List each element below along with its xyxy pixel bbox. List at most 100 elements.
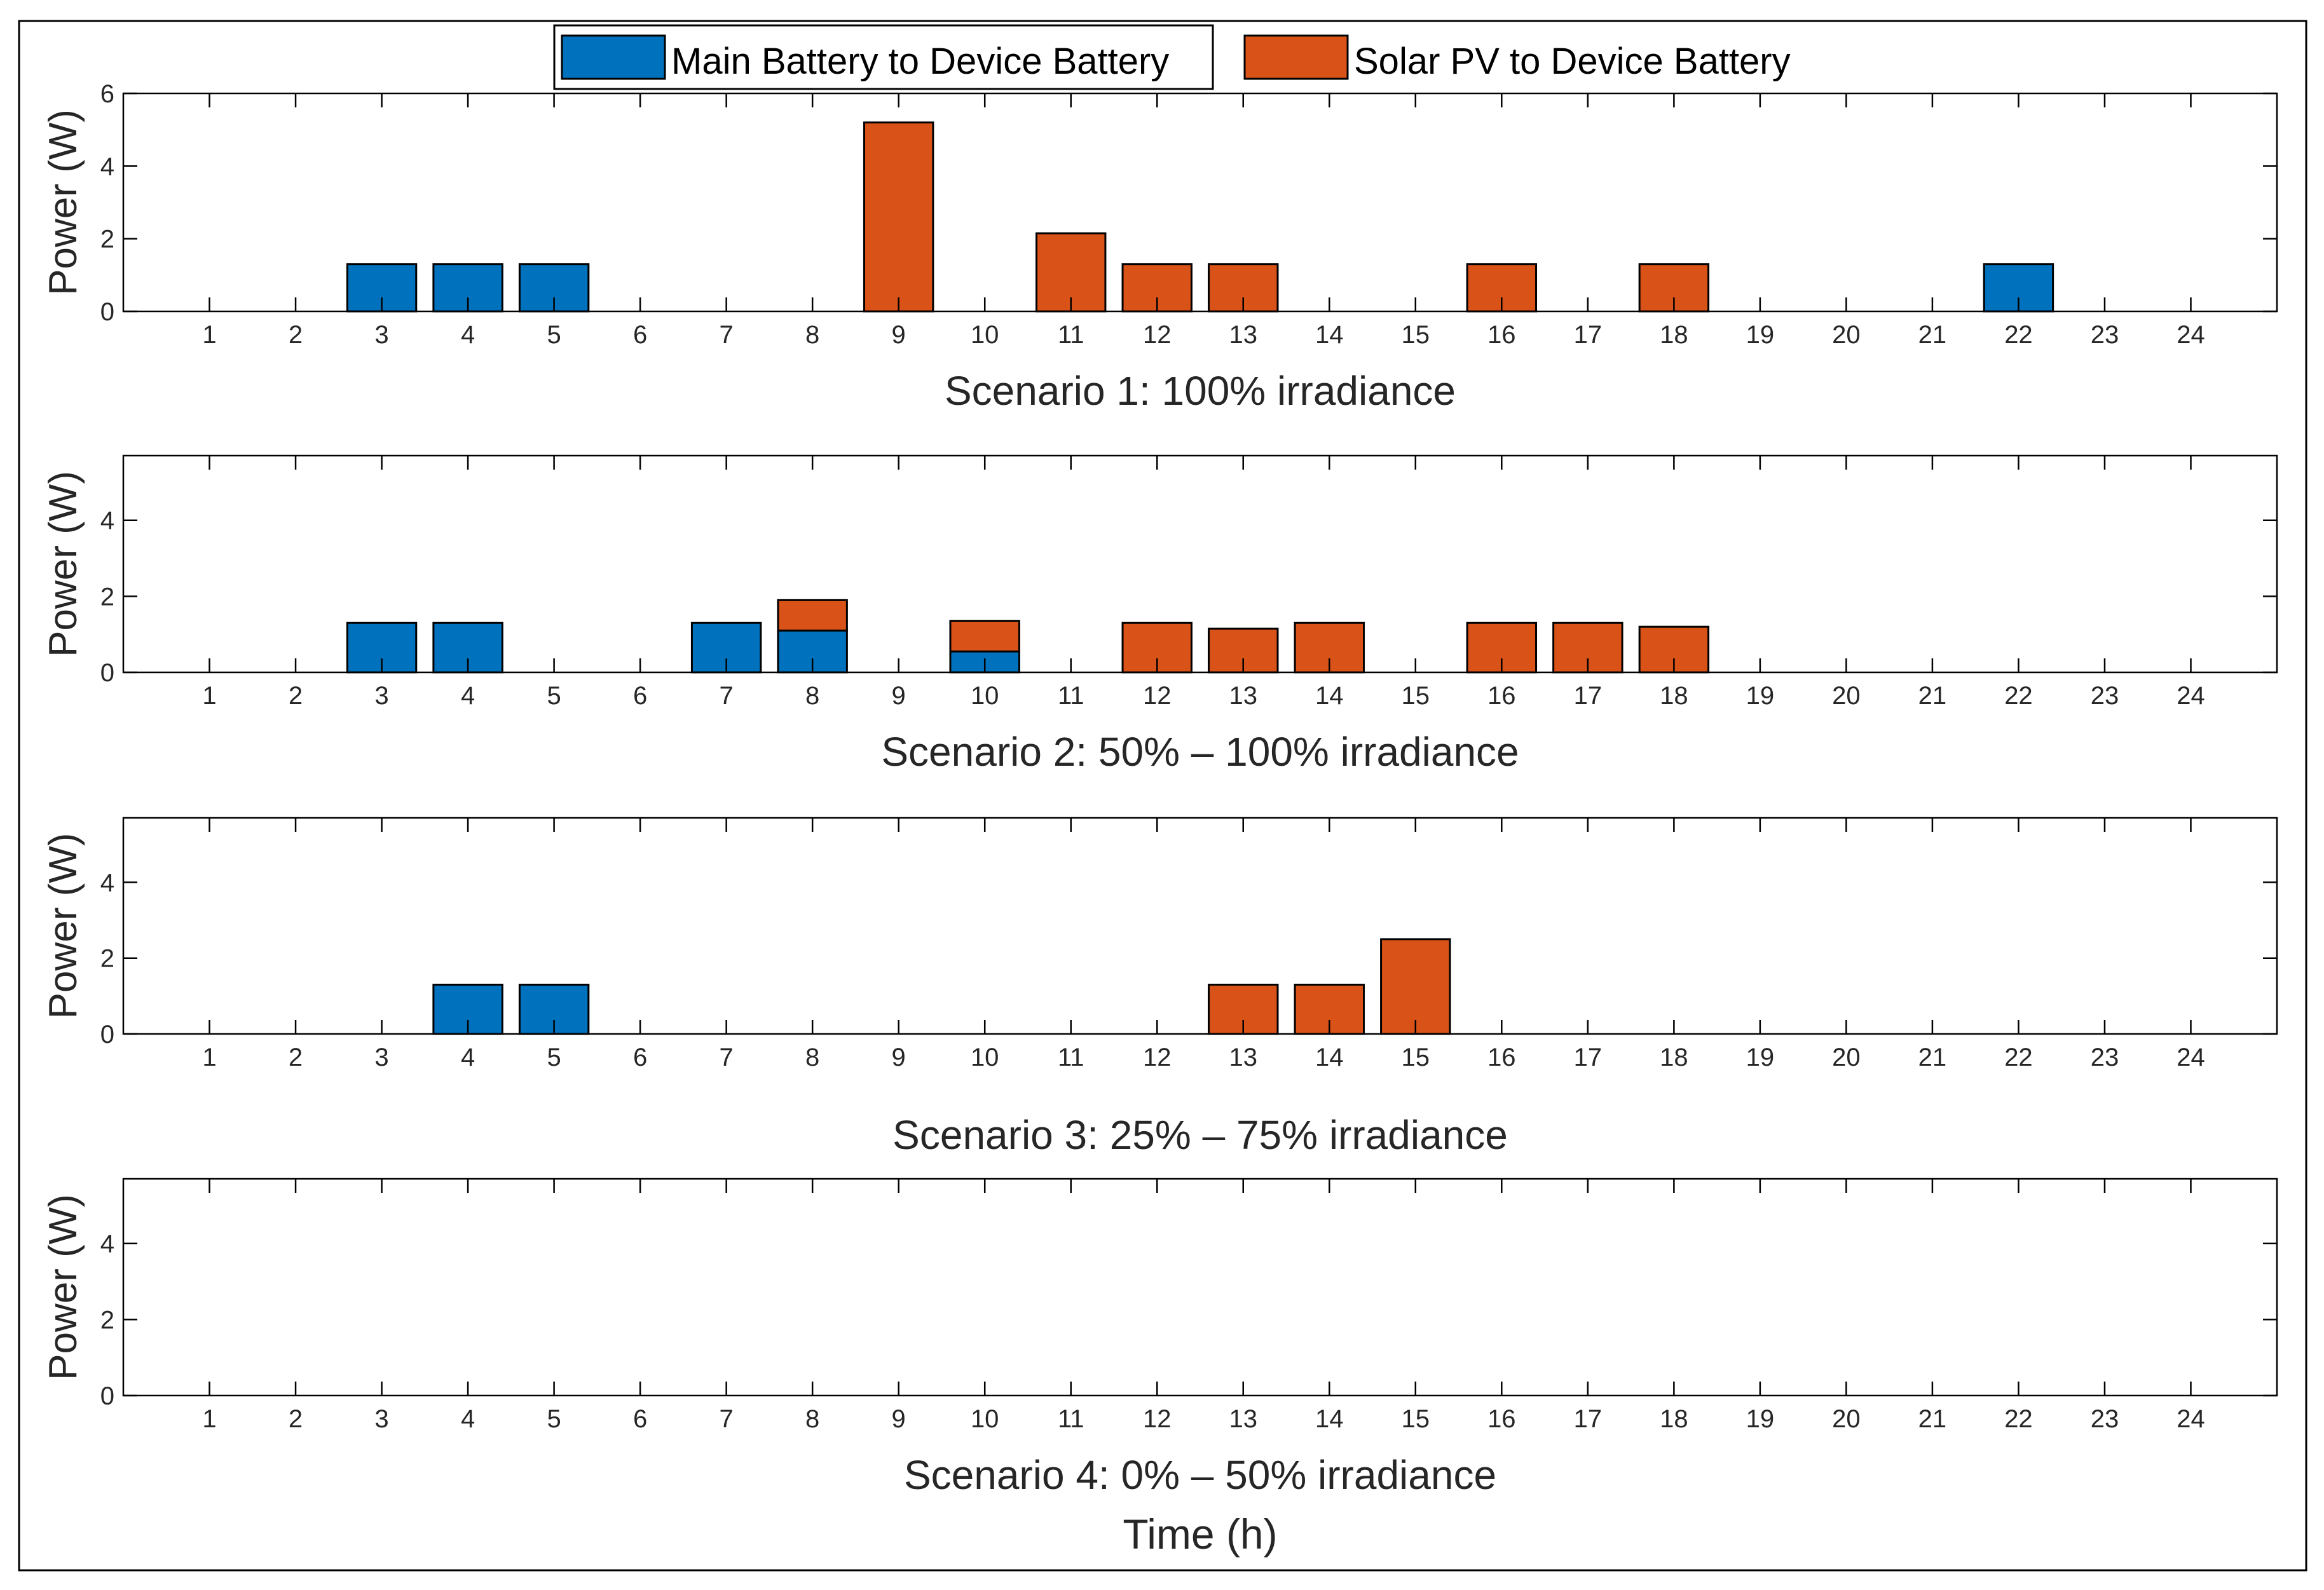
y-axis-label: Power (W) (41, 471, 85, 657)
y-tick-label: 0 (100, 298, 114, 326)
y-tick-label: 0 (100, 1021, 114, 1049)
x-tick-label: 4 (461, 1405, 475, 1433)
x-tick-label: 14 (1315, 1405, 1344, 1433)
x-tick-label: 11 (1058, 682, 1084, 710)
x-tick-label: 5 (547, 1405, 561, 1433)
x-tick-label: 13 (1229, 1405, 1258, 1433)
y-tick-label: 4 (100, 507, 114, 535)
x-tick-label: 15 (1402, 1043, 1430, 1071)
y-tick-label: 0 (100, 1382, 114, 1410)
x-tick-label: 8 (805, 321, 819, 349)
x-tick-label: 16 (1487, 682, 1516, 710)
x-tick-label: 4 (461, 321, 475, 349)
x-tick-label: 21 (1918, 321, 1947, 349)
legend-swatch-main-battery (561, 34, 666, 80)
panel-title: Scenario 1: 100% irradiance (945, 368, 1456, 414)
x-tick-label: 23 (2091, 321, 2119, 349)
x-tick-label: 3 (374, 682, 388, 710)
x-tick-label: 2 (289, 321, 303, 349)
x-tick-label: 7 (720, 1405, 734, 1433)
x-tick-label: 17 (1574, 1043, 1603, 1071)
y-tick-label: 0 (100, 659, 114, 687)
x-tick-label: 19 (1746, 1043, 1775, 1071)
x-tick-label: 16 (1487, 1405, 1516, 1433)
x-tick-label: 18 (1660, 1043, 1688, 1071)
y-axis-label: Power (W) (41, 109, 85, 296)
panel-2: 1 2 3 4 5 6 7 8 9 10 11 12 13 14 15 16 17 18 19 20 21 22 23 240… (41, 454, 2278, 775)
x-tick-label: 13 (1229, 682, 1258, 710)
x-tick-label: 18 (1660, 682, 1688, 710)
bar-solar-pv-hour-15 (1380, 938, 1451, 1035)
x-tick-label: 11 (1058, 1043, 1084, 1071)
axes-box (122, 1178, 2278, 1397)
x-tick-label: 6 (633, 321, 647, 349)
x-tick-label: 6 (633, 1043, 647, 1071)
x-tick-label: 19 (1746, 321, 1775, 349)
x-tick-label: 1 (202, 1405, 216, 1433)
y-tick-label: 2 (100, 945, 114, 973)
x-tick-label: 14 (1315, 1043, 1344, 1071)
x-tick-label: 12 (1143, 1043, 1172, 1071)
y-tick-label: 2 (100, 583, 114, 611)
x-tick-label: 18 (1660, 321, 1688, 349)
x-tick-label: 16 (1487, 1043, 1516, 1071)
x-tick-label: 12 (1143, 1405, 1172, 1433)
x-tick-label: 3 (374, 321, 388, 349)
x-tick-label: 15 (1402, 682, 1430, 710)
x-tick-label: 2 (289, 1405, 303, 1433)
panel-title: Scenario 2: 50% – 100% irradiance (881, 729, 1519, 775)
x-tick-label: 21 (1918, 682, 1947, 710)
x-tick-label: 22 (2004, 1043, 2033, 1071)
x-tick-label: 22 (2004, 1405, 2033, 1433)
x-tick-label: 24 (2177, 1043, 2205, 1071)
x-tick-label: 15 (1402, 1405, 1430, 1433)
x-tick-label: 14 (1315, 682, 1344, 710)
x-tick-label: 23 (2091, 1405, 2119, 1433)
x-tick-label: 1 (202, 1043, 216, 1071)
x-tick-label: 22 (2004, 321, 2033, 349)
x-tick-label: 5 (547, 1043, 561, 1071)
legend-label-main-battery: Main Battery to Device Battery (671, 41, 1169, 82)
x-tick-label: 24 (2177, 1405, 2205, 1433)
panel-3: 1 2 3 4 5 6 7 8 9 10 11 12 13 14 15 16 17 18 19 20 21 22 23 240… (41, 817, 2278, 1158)
panel-title: Scenario 3: 25% – 75% irradiance (892, 1112, 1508, 1158)
x-tick-label: 24 (2177, 682, 2205, 710)
x-tick-label: 8 (805, 1405, 819, 1433)
x-tick-label: 17 (1574, 682, 1603, 710)
x-axis-label: Time (h) (1123, 1511, 1277, 1558)
x-tick-label: 16 (1487, 321, 1516, 349)
x-tick-label: 15 (1402, 321, 1430, 349)
x-tick-label: 24 (2177, 321, 2205, 349)
bar-solar-pv-hour-8 (777, 599, 848, 632)
x-tick-label: 23 (2091, 1043, 2119, 1071)
x-tick-label: 10 (971, 321, 999, 349)
x-tick-label: 20 (1832, 321, 1861, 349)
x-tick-label: 8 (805, 682, 819, 710)
y-tick-label: 2 (100, 1306, 114, 1334)
x-tick-label: 6 (633, 682, 647, 710)
x-tick-label: 7 (720, 321, 734, 349)
x-tick-label: 13 (1229, 1043, 1258, 1071)
bar-main-battery-hour-4 (432, 622, 503, 674)
x-tick-label: 4 (461, 682, 475, 710)
x-tick-label: 18 (1660, 1405, 1688, 1433)
legend-swatch-solar-pv (1243, 34, 1349, 80)
figure-frame (18, 20, 2307, 1572)
x-tick-label: 9 (892, 321, 906, 349)
x-tick-label: 12 (1143, 321, 1172, 349)
x-tick-label: 21 (1918, 1043, 1947, 1071)
x-tick-label: 10 (971, 1043, 999, 1071)
x-tick-label: 8 (805, 1043, 819, 1071)
legend-label-solar-pv: Solar PV to Device Battery (1354, 41, 1791, 82)
x-tick-label: 4 (461, 1043, 475, 1071)
y-tick-label: 4 (100, 869, 114, 897)
x-tick-label: 19 (1746, 682, 1775, 710)
x-tick-label: 13 (1229, 321, 1258, 349)
x-tick-label: 9 (892, 1405, 906, 1433)
legend: Main Battery to Device Battery Solar PV … (553, 24, 1791, 90)
x-tick-label: 5 (547, 321, 561, 349)
x-tick-label: 7 (720, 1043, 734, 1071)
x-tick-label: 10 (971, 1405, 999, 1433)
x-tick-label: 23 (2091, 682, 2119, 710)
